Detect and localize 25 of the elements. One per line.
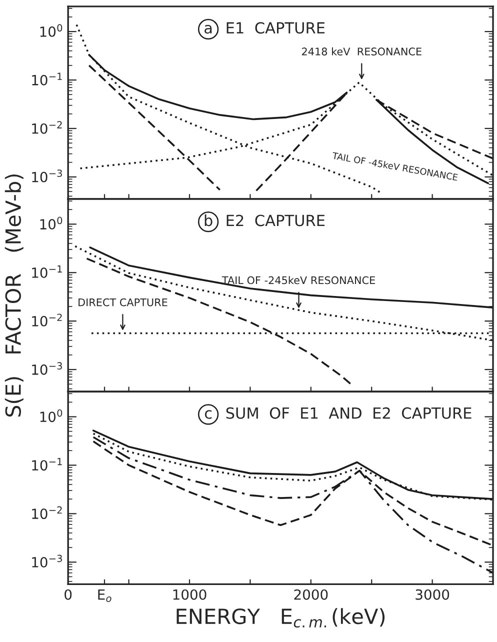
y-tick-label: 10$^{−3}$ (32, 362, 62, 375)
y-tick-label: 10$^{−2}$ (32, 314, 62, 326)
y-tick-label: 10$^{−1}$ (32, 458, 62, 471)
x-tick-label: E$_{o}$ (98, 589, 112, 602)
y-tick-label: 10$^{−1}$ (32, 265, 62, 278)
annotation: TAIL OF -245keV RESONANCE (222, 276, 375, 284)
text: a E1 CAPTURE (204, 22, 325, 34)
y-axis-title: S(E) FACTOR (MeV-b) (4, 174, 24, 417)
y-tick-label: 10$^{0}$ (40, 24, 62, 37)
x-tick-label: 0 (64, 589, 72, 600)
annotation: 2418 keV RESONANCE (302, 47, 422, 56)
x-tick-label: 3000 (416, 589, 450, 600)
y-tick-label: 10$^{−2}$ (32, 506, 62, 520)
y-tick-label: 10$^{0}$ (40, 216, 62, 230)
annotation: DIRECT CAPTURE (78, 298, 168, 306)
x-tick-label: 1000 (173, 589, 206, 600)
text: c SUM OF E1 AND E2 CAPTURE (204, 407, 472, 419)
y-tick-label: 10$^{−1}$ (32, 72, 62, 86)
y-tick-label: 10$^{0}$ (40, 409, 62, 422)
x-axis-title: ENERGY E$_{c.m.}$(keV) (176, 608, 385, 628)
y-tick-label: 10$^{−3}$ (32, 554, 62, 568)
y-tick-label: 10$^{−2}$ (32, 121, 62, 134)
x-tick-label: 2000 (294, 589, 328, 600)
text: b E2 CAPTURE (204, 214, 325, 226)
y-tick-label: 10$^{−3}$ (32, 170, 62, 182)
